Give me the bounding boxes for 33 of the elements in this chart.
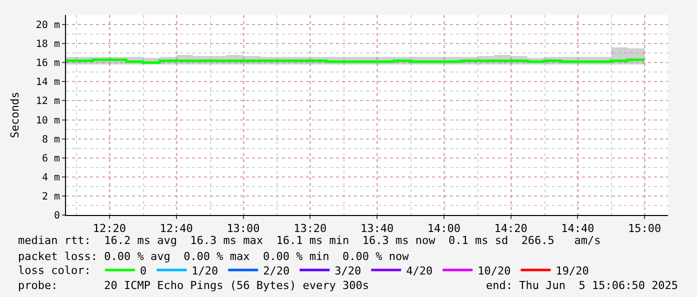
text: median rtt: 16.2 ms avg 16.3 ms max 16.1 ms min 16.3 ms now 0.1 ms sd 266.5 am/s: [18, 234, 601, 247]
legend-label: 1/20: [192, 264, 218, 278]
x-tick-label: 12:40: [160, 222, 193, 236]
y-tick-label: 12 m: [36, 96, 60, 108]
legend-label: 3/20: [334, 264, 362, 278]
x-tick-label: 14:00: [427, 222, 460, 236]
legend-label: 19/20: [556, 264, 589, 278]
y-tick-label: 10 m: [36, 115, 60, 126]
text: packet loss: 0.00 % avg 0.00 % max 0.00 % min 0.00 % now: [18, 250, 410, 263]
x-tick-label: 14:40: [561, 222, 594, 236]
x-tick-label: 14:20: [494, 222, 528, 236]
x-tick-label: 13:00: [226, 222, 260, 236]
y-tick-label: 14 m: [36, 77, 60, 88]
x-tick-label: 13:40: [360, 222, 394, 236]
y-tick-label: 18 m: [36, 39, 60, 50]
y-tick-label: 6 m: [42, 153, 60, 164]
legend-label: 10/20: [478, 264, 511, 278]
x-tick-label: 15:00: [628, 222, 662, 236]
y-tick-label: 8 m: [42, 134, 60, 146]
legend-label: 2/20: [263, 264, 290, 278]
y-tick-label: 20 m: [36, 20, 60, 32]
legend-label: 0: [140, 264, 147, 278]
text: end: Thu Jun 5 15:06:50 2025: [486, 279, 678, 292]
y-tick-label: 0: [54, 210, 60, 222]
y-axis-title: Seconds: [8, 92, 22, 138]
legend-label: 4/20: [406, 264, 433, 278]
text: probe: 20 ICMP Echo Pings (56 Bytes) every 300s: [18, 279, 369, 292]
y-tick-label: 2 m: [42, 191, 60, 202]
x-tick-label: 13:20: [294, 222, 327, 236]
y-tick-label: 16 m: [36, 58, 60, 70]
y-tick-label: 4 m: [42, 172, 60, 184]
x-tick-label: 12:20: [92, 222, 126, 236]
text: loss color:: [18, 264, 91, 277]
